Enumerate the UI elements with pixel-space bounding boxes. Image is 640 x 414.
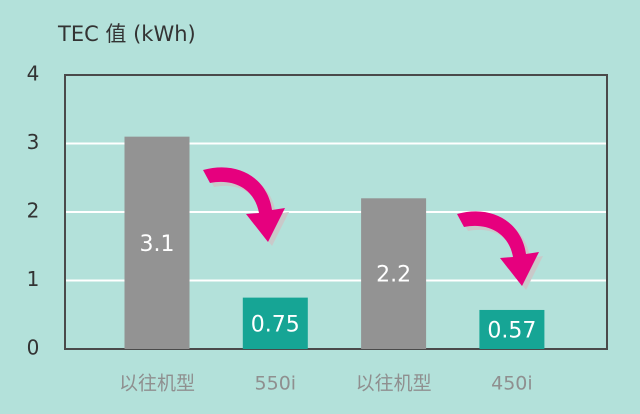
bar — [479, 309, 545, 349]
bar — [124, 136, 190, 349]
y-tick-label: 0 — [27, 336, 40, 360]
x-tick-label: 550i — [255, 373, 297, 395]
value-label: 0.75 — [251, 312, 300, 337]
y-tick-label: 2 — [27, 199, 40, 223]
bar — [361, 198, 427, 349]
plot-frame — [64, 74, 608, 350]
arrow — [457, 211, 539, 286]
value-label: 0.57 — [487, 318, 536, 343]
x-tick-label: 以往机型 — [119, 373, 195, 395]
y-tick-label: 3 — [27, 130, 40, 154]
value-label: 3.1 — [140, 232, 175, 257]
y-tick-label: 1 — [27, 267, 40, 291]
value-label: 2.2 — [376, 263, 411, 288]
x-tick-label: 450i — [491, 373, 533, 395]
arrow — [203, 167, 285, 242]
chart-title: TEC 值 (kWh) — [57, 22, 196, 46]
y-tick-label: 4 — [27, 62, 40, 86]
bar — [242, 297, 308, 349]
x-tick-label: 以往机型 — [356, 373, 432, 395]
